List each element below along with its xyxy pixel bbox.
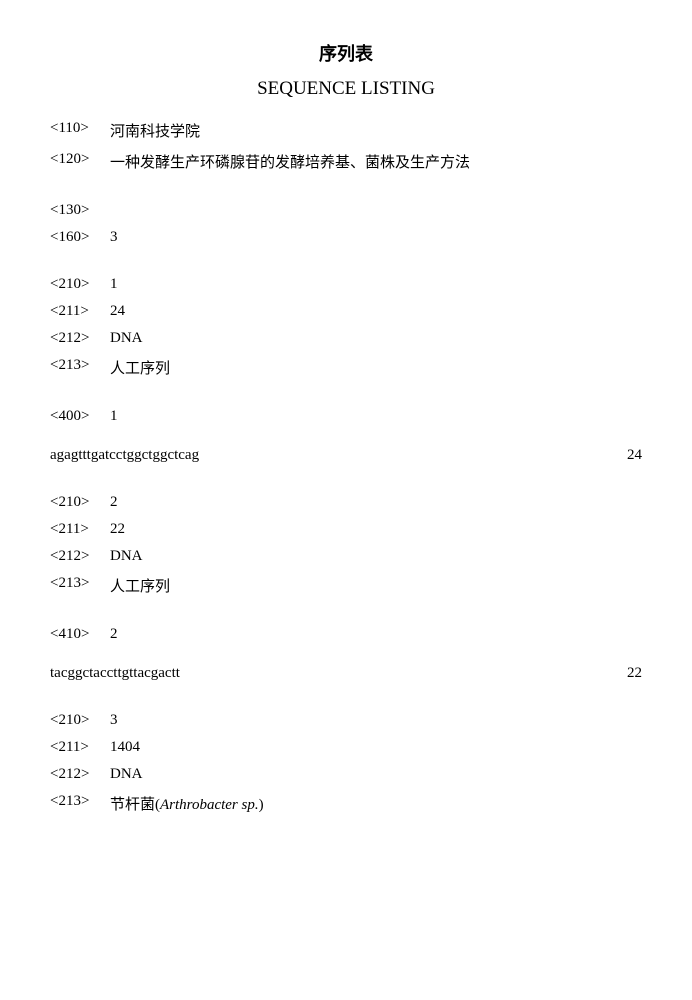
- seq1-seq-tag: <400>: [50, 408, 110, 425]
- seq2-type-row: <212> DNA: [50, 548, 642, 565]
- seq2-length-row: <211> 22: [50, 521, 642, 538]
- seq3-organism-prefix: 节杆菌(: [110, 797, 160, 813]
- seq2-organism-value: 人工序列: [110, 575, 642, 596]
- seq1-id-tag: <210>: [50, 276, 110, 293]
- seq2-type-tag: <212>: [50, 548, 110, 565]
- applicant-row: <110> 河南科技学院: [50, 120, 642, 141]
- invention-title-tag: <120>: [50, 151, 110, 172]
- seq3-organism-suffix: ): [259, 797, 264, 813]
- seq2-seq-end: 22: [627, 665, 642, 682]
- file-ref-value: [110, 202, 642, 219]
- seq2-length-value: 22: [110, 521, 642, 538]
- seq1-sequence-row: agagtttgatcctggctggctcag 24: [50, 447, 642, 464]
- title-secondary: SEQUENCE LISTING: [50, 78, 642, 100]
- file-ref-tag: <130>: [50, 202, 110, 219]
- seq1-organism-row: <213> 人工序列: [50, 357, 642, 378]
- seq3-organism-tag: <213>: [50, 793, 110, 814]
- invention-title-row: <120> 一种发酵生产环磷腺苷的发酵培养基、菌株及生产方法: [50, 151, 642, 172]
- seq3-length-row: <211> 1404: [50, 739, 642, 756]
- seq2-sequence-row: tacggctaccttgttacgactt 22: [50, 665, 642, 682]
- seq1-length-row: <211> 24: [50, 303, 642, 320]
- seq1-seq-end: 24: [627, 447, 642, 464]
- seq1-seq-tag-value: 1: [110, 408, 642, 425]
- applicant-tag: <110>: [50, 120, 110, 141]
- seq1-id-row: <210> 1: [50, 276, 642, 293]
- seq2-id-value: 2: [110, 494, 642, 511]
- seq1-seq-tag-row: <400> 1: [50, 408, 642, 425]
- seq2-seq-tag-row: <410> 2: [50, 626, 642, 643]
- seq3-type-tag: <212>: [50, 766, 110, 783]
- seq3-id-value: 3: [110, 712, 642, 729]
- seq1-type-value: DNA: [110, 330, 642, 347]
- seq2-seq-tag: <410>: [50, 626, 110, 643]
- seq3-length-value: 1404: [110, 739, 642, 756]
- seq3-length-tag: <211>: [50, 739, 110, 756]
- seq3-organism-row: <213> 节杆菌(Arthrobacter sp.): [50, 793, 642, 814]
- seq3-id-row: <210> 3: [50, 712, 642, 729]
- seq1-organism-tag: <213>: [50, 357, 110, 378]
- seq2-sequence: tacggctaccttgttacgactt: [50, 665, 180, 682]
- seq1-sequence: agagtttgatcctggctggctcag: [50, 447, 199, 464]
- seq2-length-tag: <211>: [50, 521, 110, 538]
- title-primary: 序列表: [50, 40, 642, 66]
- seq3-type-row: <212> DNA: [50, 766, 642, 783]
- seq1-length-tag: <211>: [50, 303, 110, 320]
- seq2-organism-tag: <213>: [50, 575, 110, 596]
- seq1-id-value: 1: [110, 276, 642, 293]
- seq2-id-row: <210> 2: [50, 494, 642, 511]
- seq3-organism-latin: Arthrobacter sp.: [160, 797, 259, 813]
- invention-title-value: 一种发酵生产环磷腺苷的发酵培养基、菌株及生产方法: [110, 151, 642, 172]
- seq2-type-value: DNA: [110, 548, 642, 565]
- applicant-value: 河南科技学院: [110, 120, 642, 141]
- seq2-seq-tag-value: 2: [110, 626, 642, 643]
- seq1-length-value: 24: [110, 303, 642, 320]
- seq2-organism-row: <213> 人工序列: [50, 575, 642, 596]
- seq3-type-value: DNA: [110, 766, 642, 783]
- seq2-id-tag: <210>: [50, 494, 110, 511]
- seq3-organism-value: 节杆菌(Arthrobacter sp.): [110, 793, 642, 814]
- file-ref-row: <130>: [50, 202, 642, 219]
- seq-count-row: <160> 3: [50, 229, 642, 246]
- seq1-organism-value: 人工序列: [110, 357, 642, 378]
- seq-count-tag: <160>: [50, 229, 110, 246]
- seq3-id-tag: <210>: [50, 712, 110, 729]
- seq1-type-row: <212> DNA: [50, 330, 642, 347]
- seq-count-value: 3: [110, 229, 642, 246]
- seq1-type-tag: <212>: [50, 330, 110, 347]
